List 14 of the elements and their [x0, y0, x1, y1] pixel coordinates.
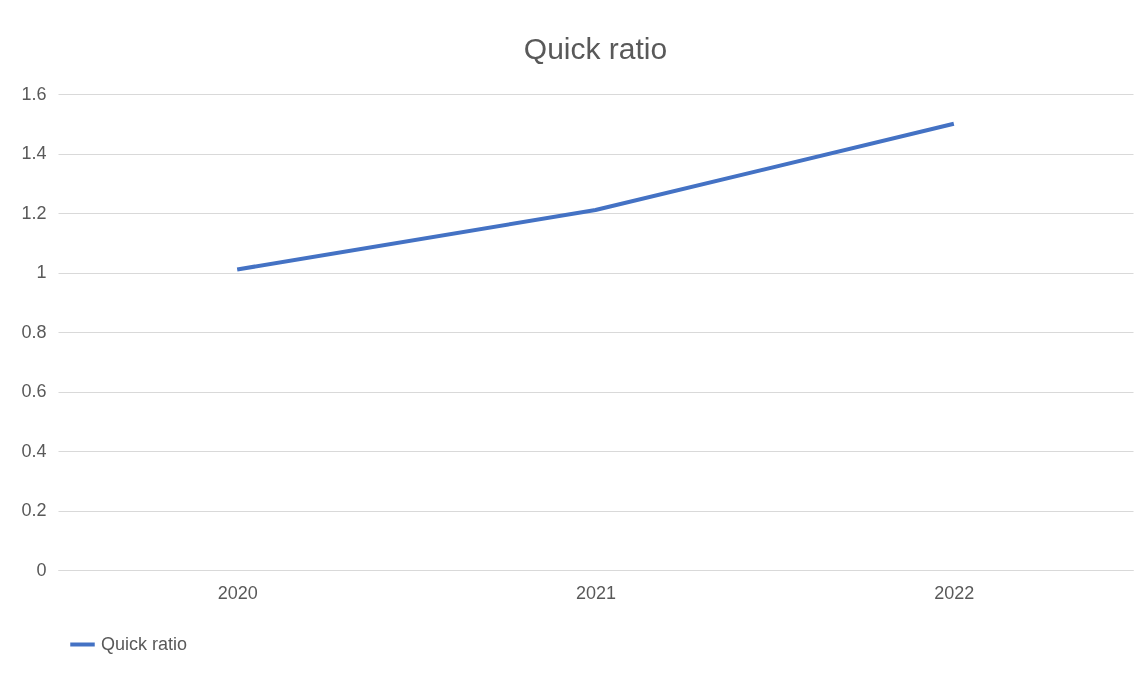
y-tick-label: 1.2 — [21, 202, 47, 223]
y-tick-label: 1.4 — [21, 143, 47, 163]
y-tick-label: 0.4 — [21, 440, 47, 461]
y-tick-label: 0.2 — [21, 500, 47, 520]
chart-title: Quick ratio — [523, 32, 668, 65]
y-tick-label: 1 — [36, 262, 47, 282]
x-tick-label: 2022 — [934, 582, 975, 603]
y-tick-label: 0 — [36, 559, 47, 580]
legend-label: Quick ratio — [101, 633, 188, 654]
y-tick-label: 1.6 — [21, 83, 47, 104]
y-tick-label: 0.8 — [21, 321, 47, 342]
x-tick-label: 2020 — [217, 582, 258, 603]
y-tick-label: 0.6 — [21, 381, 47, 401]
x-tick-label: 2021 — [575, 582, 617, 603]
